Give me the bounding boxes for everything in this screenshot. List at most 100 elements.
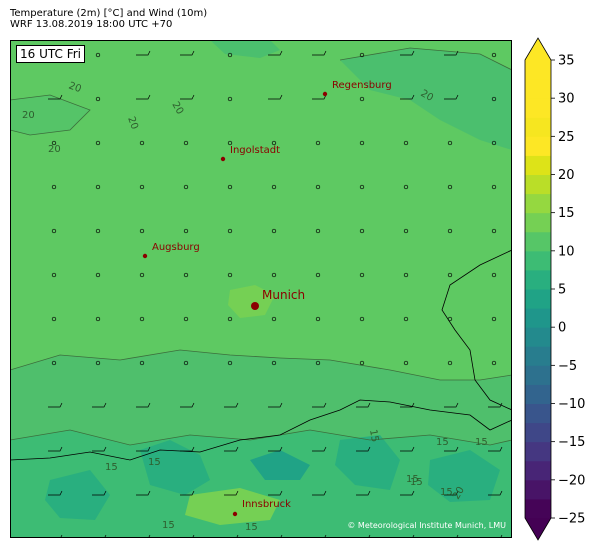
- wind-barb: [444, 402, 459, 408]
- border-lines: [10, 249, 512, 461]
- calm-marker: [95, 228, 101, 234]
- wind-barb: [192, 534, 195, 538]
- alpine-cold: [140, 440, 210, 495]
- calm-marker: [491, 228, 497, 234]
- wind-barb: [92, 446, 107, 452]
- colorbar-extend-min: [525, 518, 551, 540]
- calm-marker: [491, 52, 497, 58]
- wind-barb: [48, 94, 63, 100]
- calm-marker: [315, 228, 321, 234]
- calm-marker: [403, 184, 409, 190]
- colorbar-band: [525, 498, 551, 519]
- calm-marker: [447, 228, 453, 234]
- contour-label-group: 20 20 20 20 20 20 15 15 15 15 15 15 15 1…: [22, 80, 488, 533]
- wind-barb: [136, 50, 151, 56]
- calm-marker: [227, 184, 233, 190]
- contour-label: 15: [148, 457, 161, 468]
- colorbar-band: [525, 269, 551, 290]
- wind-barb: [356, 446, 371, 452]
- contour-label: 15: [475, 437, 488, 448]
- calm-marker: [51, 316, 57, 322]
- contour-label: 20: [67, 80, 83, 95]
- contour-label: 15: [440, 487, 453, 498]
- colorbar-band: [525, 212, 551, 233]
- inn-valley-warm: [185, 488, 280, 525]
- calm-marker: [183, 140, 189, 146]
- calm-marker: [315, 272, 321, 278]
- time-label: 16 UTC Fri: [16, 45, 85, 63]
- calm-marker: [51, 360, 57, 366]
- calm-marker: [359, 360, 365, 366]
- contour-20: [10, 349, 512, 381]
- colorbar-band: [525, 441, 551, 462]
- wind-barb: [136, 94, 151, 100]
- wind-barb: [488, 490, 503, 496]
- colorbar-band: [525, 460, 551, 481]
- calm-marker: [447, 360, 453, 366]
- calm-marker: [227, 272, 233, 278]
- colorbar-tick-label: 20: [558, 168, 575, 183]
- wind-barb: [444, 490, 459, 496]
- contour-label: 15: [410, 477, 423, 488]
- colorbar-band: [525, 60, 551, 80]
- city-dot-regensburg: [322, 91, 328, 97]
- warm-patch: [228, 285, 275, 318]
- wind-barb: [268, 50, 283, 56]
- calm-marker: [271, 360, 277, 366]
- alpine-cold: [45, 470, 110, 520]
- calm-marker: [315, 184, 321, 190]
- calm-marker: [315, 140, 321, 146]
- calm-marker: [403, 140, 409, 146]
- calm-marker: [139, 360, 145, 366]
- wind-barb: [180, 446, 195, 452]
- wind-barb: [136, 490, 151, 496]
- calm-marker: [359, 316, 365, 322]
- wind-barb: [312, 446, 327, 452]
- calm-marker: [51, 228, 57, 234]
- wind-barb: [136, 402, 151, 408]
- country-border-east: [441, 249, 512, 411]
- wind-barb: [356, 490, 371, 496]
- wind-barb: [312, 50, 327, 56]
- colorbar-band: [525, 346, 551, 366]
- calm-marker: [95, 184, 101, 190]
- wind-barb: [48, 490, 63, 496]
- colorbar-tick-label: 15: [558, 206, 575, 221]
- wind-barb: [136, 446, 151, 452]
- colorbar-tick-label: 0: [558, 321, 566, 336]
- colorbar-band: [525, 422, 551, 443]
- colorbar-band: [525, 174, 551, 195]
- colorbar-ticks: 35 30 25 20 15 10 5 0 −5 −10 −15 −20 −25: [551, 54, 585, 527]
- calm-marker: [227, 360, 233, 366]
- calm-marker: [95, 272, 101, 278]
- wind-barb: [180, 94, 195, 100]
- calm-marker: [491, 140, 497, 146]
- wind-barb: [268, 490, 283, 496]
- alpine-cold: [335, 435, 400, 490]
- calm-marker: [51, 272, 57, 278]
- calm-marker: [139, 184, 145, 190]
- calm-marker: [95, 52, 101, 58]
- colorbar-bands: [525, 38, 551, 540]
- wind-barb: [268, 94, 283, 100]
- calm-marker: [95, 316, 101, 322]
- calm-marker: [271, 228, 277, 234]
- wind-barbs: [48, 50, 503, 538]
- wind-barb: [444, 50, 459, 56]
- calm-marker: [183, 316, 189, 322]
- calm-marker: [403, 272, 409, 278]
- wind-barb: [236, 534, 239, 538]
- calm-marker: [183, 360, 189, 366]
- calm-marker: [227, 52, 233, 58]
- wind-barb: [92, 490, 107, 496]
- calm-marker: [359, 228, 365, 234]
- colorbar-band: [525, 327, 551, 347]
- wind-barb: [324, 534, 327, 538]
- colorbar-tick-label: 25: [558, 130, 575, 145]
- calm-marker: [403, 316, 409, 322]
- wind-barb: [268, 446, 283, 452]
- calm-marker: [51, 140, 57, 146]
- city-dot-munich: [251, 302, 259, 310]
- calm-marker: [271, 140, 277, 146]
- city-dot-innsbruck: [232, 511, 238, 517]
